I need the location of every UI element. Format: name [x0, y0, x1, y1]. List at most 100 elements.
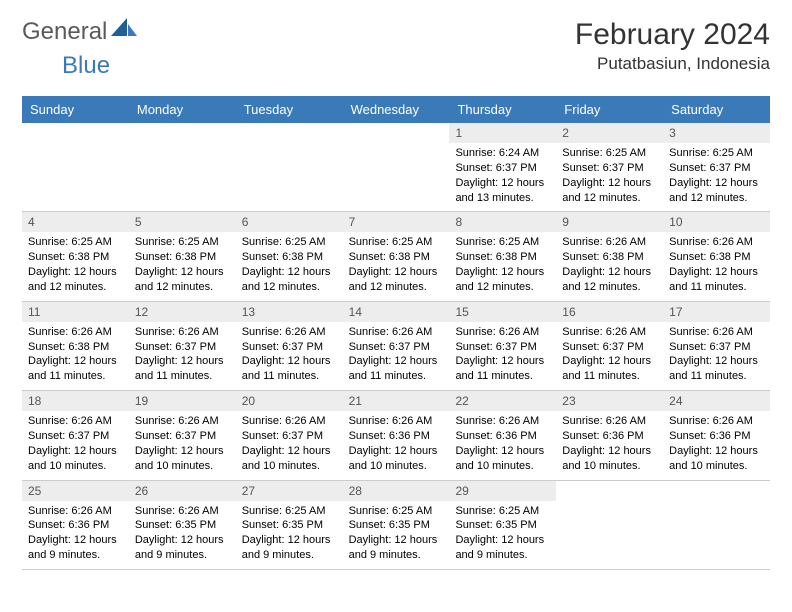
day-content: Sunrise: 6:25 AMSunset: 6:37 PMDaylight:…: [663, 143, 770, 211]
day-number: 22: [449, 391, 556, 411]
sunrise-text: Sunrise: 6:26 AM: [562, 325, 657, 340]
day-cell: 14Sunrise: 6:26 AMSunset: 6:37 PMDayligh…: [343, 302, 450, 390]
title-block: February 2024 Putatbasiun, Indonesia: [575, 18, 770, 74]
logo-text-general: General: [22, 18, 107, 46]
sunrise-text: Sunrise: 6:25 AM: [242, 504, 337, 519]
day-content: Sunrise: 6:26 AMSunset: 6:36 PMDaylight:…: [343, 411, 450, 479]
day-content: Sunrise: 6:26 AMSunset: 6:37 PMDaylight:…: [129, 411, 236, 479]
day-cell: 23Sunrise: 6:26 AMSunset: 6:36 PMDayligh…: [556, 391, 663, 479]
sunrise-text: Sunrise: 6:26 AM: [669, 414, 764, 429]
sunrise-text: Sunrise: 6:26 AM: [28, 504, 123, 519]
daylight-text: Daylight: 12 hours and 10 minutes.: [562, 444, 657, 474]
daylight-text: Daylight: 12 hours and 12 minutes.: [349, 265, 444, 295]
day-number: 6: [236, 212, 343, 232]
sunset-text: Sunset: 6:37 PM: [135, 340, 230, 355]
day-number: 5: [129, 212, 236, 232]
day-cell: 1Sunrise: 6:24 AMSunset: 6:37 PMDaylight…: [449, 123, 556, 211]
logo-text-blue: Blue: [62, 52, 110, 80]
sunset-text: Sunset: 6:36 PM: [28, 518, 123, 533]
day-content: Sunrise: 6:26 AMSunset: 6:37 PMDaylight:…: [343, 322, 450, 390]
day-cell: 20Sunrise: 6:26 AMSunset: 6:37 PMDayligh…: [236, 391, 343, 479]
sunset-text: Sunset: 6:36 PM: [349, 429, 444, 444]
day-content: Sunrise: 6:25 AMSunset: 6:38 PMDaylight:…: [129, 232, 236, 300]
sunset-text: Sunset: 6:37 PM: [669, 340, 764, 355]
day-number: 2: [556, 123, 663, 143]
day-content: Sunrise: 6:26 AMSunset: 6:37 PMDaylight:…: [236, 322, 343, 390]
day-content: Sunrise: 6:25 AMSunset: 6:35 PMDaylight:…: [343, 501, 450, 569]
day-cell: 3Sunrise: 6:25 AMSunset: 6:37 PMDaylight…: [663, 123, 770, 211]
sunset-text: Sunset: 6:37 PM: [562, 340, 657, 355]
sunset-text: Sunset: 6:37 PM: [242, 429, 337, 444]
daylight-text: Daylight: 12 hours and 11 minutes.: [669, 354, 764, 384]
sunrise-text: Sunrise: 6:26 AM: [28, 414, 123, 429]
sunrise-text: Sunrise: 6:26 AM: [242, 414, 337, 429]
day-number: 16: [556, 302, 663, 322]
day-cell: 28Sunrise: 6:25 AMSunset: 6:35 PMDayligh…: [343, 481, 450, 569]
day-cell: [556, 481, 663, 569]
day-cell: 24Sunrise: 6:26 AMSunset: 6:36 PMDayligh…: [663, 391, 770, 479]
day-content: Sunrise: 6:25 AMSunset: 6:35 PMDaylight:…: [236, 501, 343, 569]
daylight-text: Daylight: 12 hours and 12 minutes.: [562, 176, 657, 206]
sunrise-text: Sunrise: 6:25 AM: [28, 235, 123, 250]
sunrise-text: Sunrise: 6:25 AM: [349, 235, 444, 250]
day-content: Sunrise: 6:25 AMSunset: 6:38 PMDaylight:…: [22, 232, 129, 300]
sunset-text: Sunset: 6:37 PM: [28, 429, 123, 444]
day-header-sunday: Sunday: [22, 96, 129, 123]
day-cell: 26Sunrise: 6:26 AMSunset: 6:35 PMDayligh…: [129, 481, 236, 569]
daylight-text: Daylight: 12 hours and 11 minutes.: [242, 354, 337, 384]
sunset-text: Sunset: 6:38 PM: [562, 250, 657, 265]
day-content: Sunrise: 6:26 AMSunset: 6:36 PMDaylight:…: [556, 411, 663, 479]
day-cell: [22, 123, 129, 211]
sunrise-text: Sunrise: 6:25 AM: [242, 235, 337, 250]
sunrise-text: Sunrise: 6:26 AM: [135, 414, 230, 429]
logo-sail-icon: [111, 18, 137, 43]
sunset-text: Sunset: 6:37 PM: [455, 161, 550, 176]
sunset-text: Sunset: 6:35 PM: [349, 518, 444, 533]
week-row: 11Sunrise: 6:26 AMSunset: 6:38 PMDayligh…: [22, 301, 770, 390]
day-header-monday: Monday: [129, 96, 236, 123]
day-cell: 15Sunrise: 6:26 AMSunset: 6:37 PMDayligh…: [449, 302, 556, 390]
month-title: February 2024: [575, 18, 770, 52]
day-content: Sunrise: 6:26 AMSunset: 6:38 PMDaylight:…: [663, 232, 770, 300]
day-number: 1: [449, 123, 556, 143]
day-cell: 5Sunrise: 6:25 AMSunset: 6:38 PMDaylight…: [129, 212, 236, 300]
calendar-bottom-rule: [22, 569, 770, 570]
daylight-text: Daylight: 12 hours and 9 minutes.: [28, 533, 123, 563]
day-number: 23: [556, 391, 663, 411]
calendar: Sunday Monday Tuesday Wednesday Thursday…: [22, 96, 770, 570]
day-number: 17: [663, 302, 770, 322]
day-header-friday: Friday: [556, 96, 663, 123]
day-number: 24: [663, 391, 770, 411]
sunset-text: Sunset: 6:35 PM: [242, 518, 337, 533]
day-number: 18: [22, 391, 129, 411]
sunset-text: Sunset: 6:36 PM: [455, 429, 550, 444]
day-number: 3: [663, 123, 770, 143]
sunrise-text: Sunrise: 6:25 AM: [349, 504, 444, 519]
day-number: 12: [129, 302, 236, 322]
daylight-text: Daylight: 12 hours and 11 minutes.: [669, 265, 764, 295]
day-cell: 21Sunrise: 6:26 AMSunset: 6:36 PMDayligh…: [343, 391, 450, 479]
day-cell: 9Sunrise: 6:26 AMSunset: 6:38 PMDaylight…: [556, 212, 663, 300]
day-cell: 13Sunrise: 6:26 AMSunset: 6:37 PMDayligh…: [236, 302, 343, 390]
sunset-text: Sunset: 6:38 PM: [28, 250, 123, 265]
sunrise-text: Sunrise: 6:26 AM: [669, 235, 764, 250]
sunrise-text: Sunrise: 6:25 AM: [455, 235, 550, 250]
day-number: 11: [22, 302, 129, 322]
daylight-text: Daylight: 12 hours and 12 minutes.: [135, 265, 230, 295]
day-header-saturday: Saturday: [663, 96, 770, 123]
day-number: 15: [449, 302, 556, 322]
sunset-text: Sunset: 6:37 PM: [242, 340, 337, 355]
day-number: 9: [556, 212, 663, 232]
location: Putatbasiun, Indonesia: [575, 54, 770, 74]
sunset-text: Sunset: 6:37 PM: [669, 161, 764, 176]
day-number: 10: [663, 212, 770, 232]
day-number: 19: [129, 391, 236, 411]
daylight-text: Daylight: 12 hours and 10 minutes.: [669, 444, 764, 474]
day-header-tuesday: Tuesday: [236, 96, 343, 123]
day-content: Sunrise: 6:26 AMSunset: 6:36 PMDaylight:…: [449, 411, 556, 479]
day-number: 29: [449, 481, 556, 501]
daylight-text: Daylight: 12 hours and 9 minutes.: [455, 533, 550, 563]
daylight-text: Daylight: 12 hours and 12 minutes.: [242, 265, 337, 295]
daylight-text: Daylight: 12 hours and 12 minutes.: [669, 176, 764, 206]
week-row: 4Sunrise: 6:25 AMSunset: 6:38 PMDaylight…: [22, 211, 770, 300]
